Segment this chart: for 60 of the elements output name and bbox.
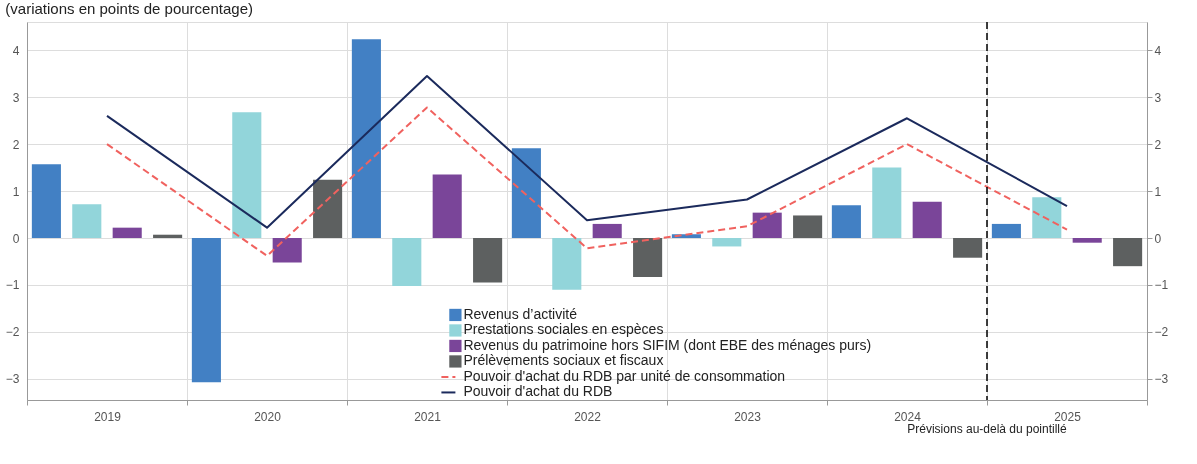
y2-tick-label: 4 [1154,43,1162,58]
y2-tick-label: −3 [1154,372,1169,387]
y-tick-label: −1 [5,278,20,293]
bar [1113,238,1143,267]
line-series [106,106,1068,257]
bar [1032,197,1062,238]
bar [872,167,902,238]
bar [191,238,221,383]
bar [351,39,381,238]
bar [991,223,1021,238]
y-tick-label: 4 [12,43,20,58]
bar [313,179,343,238]
bar [912,201,942,238]
bar [432,174,462,238]
x-tick-label: 2022 [574,409,602,424]
y2-tick-label: −2 [1154,325,1169,340]
y-tick-label: 2 [12,137,20,152]
bar [31,164,61,238]
y-tick-label: 3 [12,90,20,105]
bar [272,238,302,263]
bar [112,227,142,238]
bar [712,238,742,247]
legend-label: Prélèvements sociaux et fiscaux [463,352,664,369]
y-tick-label: 1 [12,184,20,199]
y-tick-label: −2 [5,325,20,340]
bar [953,238,983,258]
x-tick-label: 2021 [414,409,442,424]
bar [153,234,183,238]
bar [72,204,102,238]
x-tick-label: 2019 [94,409,122,424]
y2-tick-label: −1 [1154,278,1169,293]
y-tick-label: −3 [5,372,20,387]
legend-label: Pouvoir d'achat du RDB [463,383,613,400]
x-tick-label: 2024 [894,409,922,424]
bar [633,238,663,277]
y2-tick-label: 0 [1154,231,1162,246]
line-series [106,75,1068,229]
bar [473,238,503,283]
x-tick-label: 2025 [1054,409,1082,424]
bar [232,112,262,238]
ref-line-label: Prévisions au-delà du pointillé [907,422,1068,436]
bar [392,238,422,286]
y2-tick-label: 1 [1154,184,1162,199]
x-tick-label: 2023 [734,409,762,424]
bar [1072,238,1102,243]
bar [793,215,823,238]
bar [511,148,541,238]
legend-label: Pouvoir d'achat du RDB par unité de consommation [463,367,786,384]
bar [752,212,782,238]
legend-label: Revenus d’activité [463,305,578,322]
chart-title: (variations en points de pourcentage) [5,0,253,18]
bar [592,223,622,238]
bar [552,238,582,290]
legend-label: Revenus du patrimoine hors SIFIM (dont EBE des ménages purs) [463,336,872,353]
legend-label: Prestations sociales en espèces [463,321,664,338]
y2-tick-label: 3 [1154,90,1162,105]
y2-tick-label: 2 [1154,137,1162,152]
y-tick-label: 0 [12,231,20,246]
bar [831,205,861,238]
x-tick-label: 2020 [254,409,282,424]
